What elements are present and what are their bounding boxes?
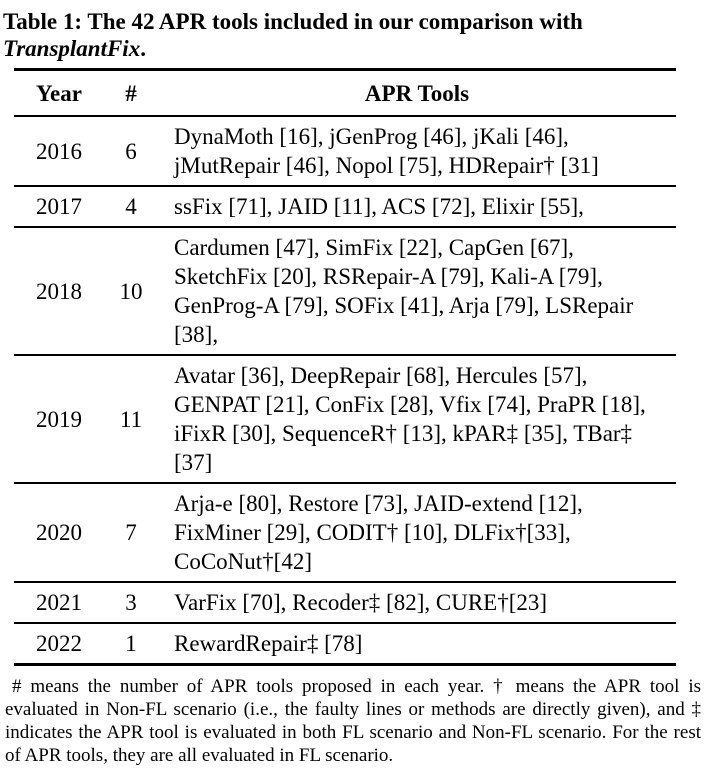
table-row-2016: 2016 6 DynaMoth [16], jGenProg [46], jKa… — [14, 116, 676, 186]
table-caption: Table 1: The 42 APR tools included in ou… — [0, 6, 705, 68]
column-header-year: Year — [36, 81, 82, 106]
column-header-count: # — [125, 81, 137, 106]
year-cell: 2021 — [36, 590, 82, 615]
count-cell: 11 — [119, 406, 143, 432]
year-cell: 2018 — [36, 278, 82, 304]
year-cell: 2020 — [36, 520, 82, 545]
tools-cell: Cardumen [47], SimFix [22], CapGen [67],… — [174, 235, 634, 347]
column-header-apr-tools: APR Tools — [364, 81, 470, 106]
count-cell: 4 — [125, 194, 137, 219]
tools-cell: DynaMoth [16], jGenProg [46], jKali [46]… — [174, 124, 599, 178]
count-cell: 1 — [125, 631, 137, 656]
tools-cell: RewardRepair‡ [78] — [174, 631, 363, 656]
caption-text: Table 1: The 42 APR tools included in ou… — [3, 9, 583, 34]
tools-cell: ssFix [71], JAID [11], ACS [72], Elixir … — [174, 194, 584, 219]
year-cell: 2017 — [36, 194, 82, 219]
table-row-2021: 2021 3 VarFix [70], Recoder‡ [82], CURE†… — [14, 582, 676, 623]
table-row-2019: 2019 11 Avatar [36], DeepRepair [68], He… — [14, 355, 676, 483]
table-header-row: Year # APR Tools — [14, 70, 676, 116]
tools-cell: VarFix [70], Recoder‡ [82], CURE†[23] — [174, 590, 548, 615]
table-row-2017: 2017 4 ssFix [71], JAID [11], ACS [72], … — [14, 186, 676, 227]
count-cell: 6 — [125, 138, 137, 164]
tools-cell: Arja-e [80], Restore [73], JAID-extend [… — [174, 491, 583, 574]
year-cell: 2019 — [36, 406, 82, 432]
year-cell: 2022 — [36, 631, 82, 656]
caption-period: . — [140, 36, 146, 61]
table-row-2022: 2022 1 RewardRepair‡ [78] — [14, 623, 676, 665]
caption-tool-name: TransplantFix — [3, 36, 141, 61]
tools-cell: Avatar [36], DeepRepair [68], Hercules [… — [174, 363, 646, 475]
count-cell: 7 — [125, 520, 137, 545]
table-row-2018: 2018 10 Cardumen [47], SimFix [22], CapG… — [14, 227, 676, 355]
count-cell: 3 — [125, 590, 137, 615]
table-row-2020: 2020 7 Arja-e [80], Restore [73], JAID-e… — [14, 483, 676, 582]
count-cell: 10 — [119, 278, 143, 304]
year-cell: 2016 — [36, 138, 82, 164]
table-footnote: # means the number of APR tools proposed… — [5, 676, 701, 766]
apr-tools-table: Year # APR Tools 2016 6 DynaMoth [16], j… — [14, 68, 676, 666]
